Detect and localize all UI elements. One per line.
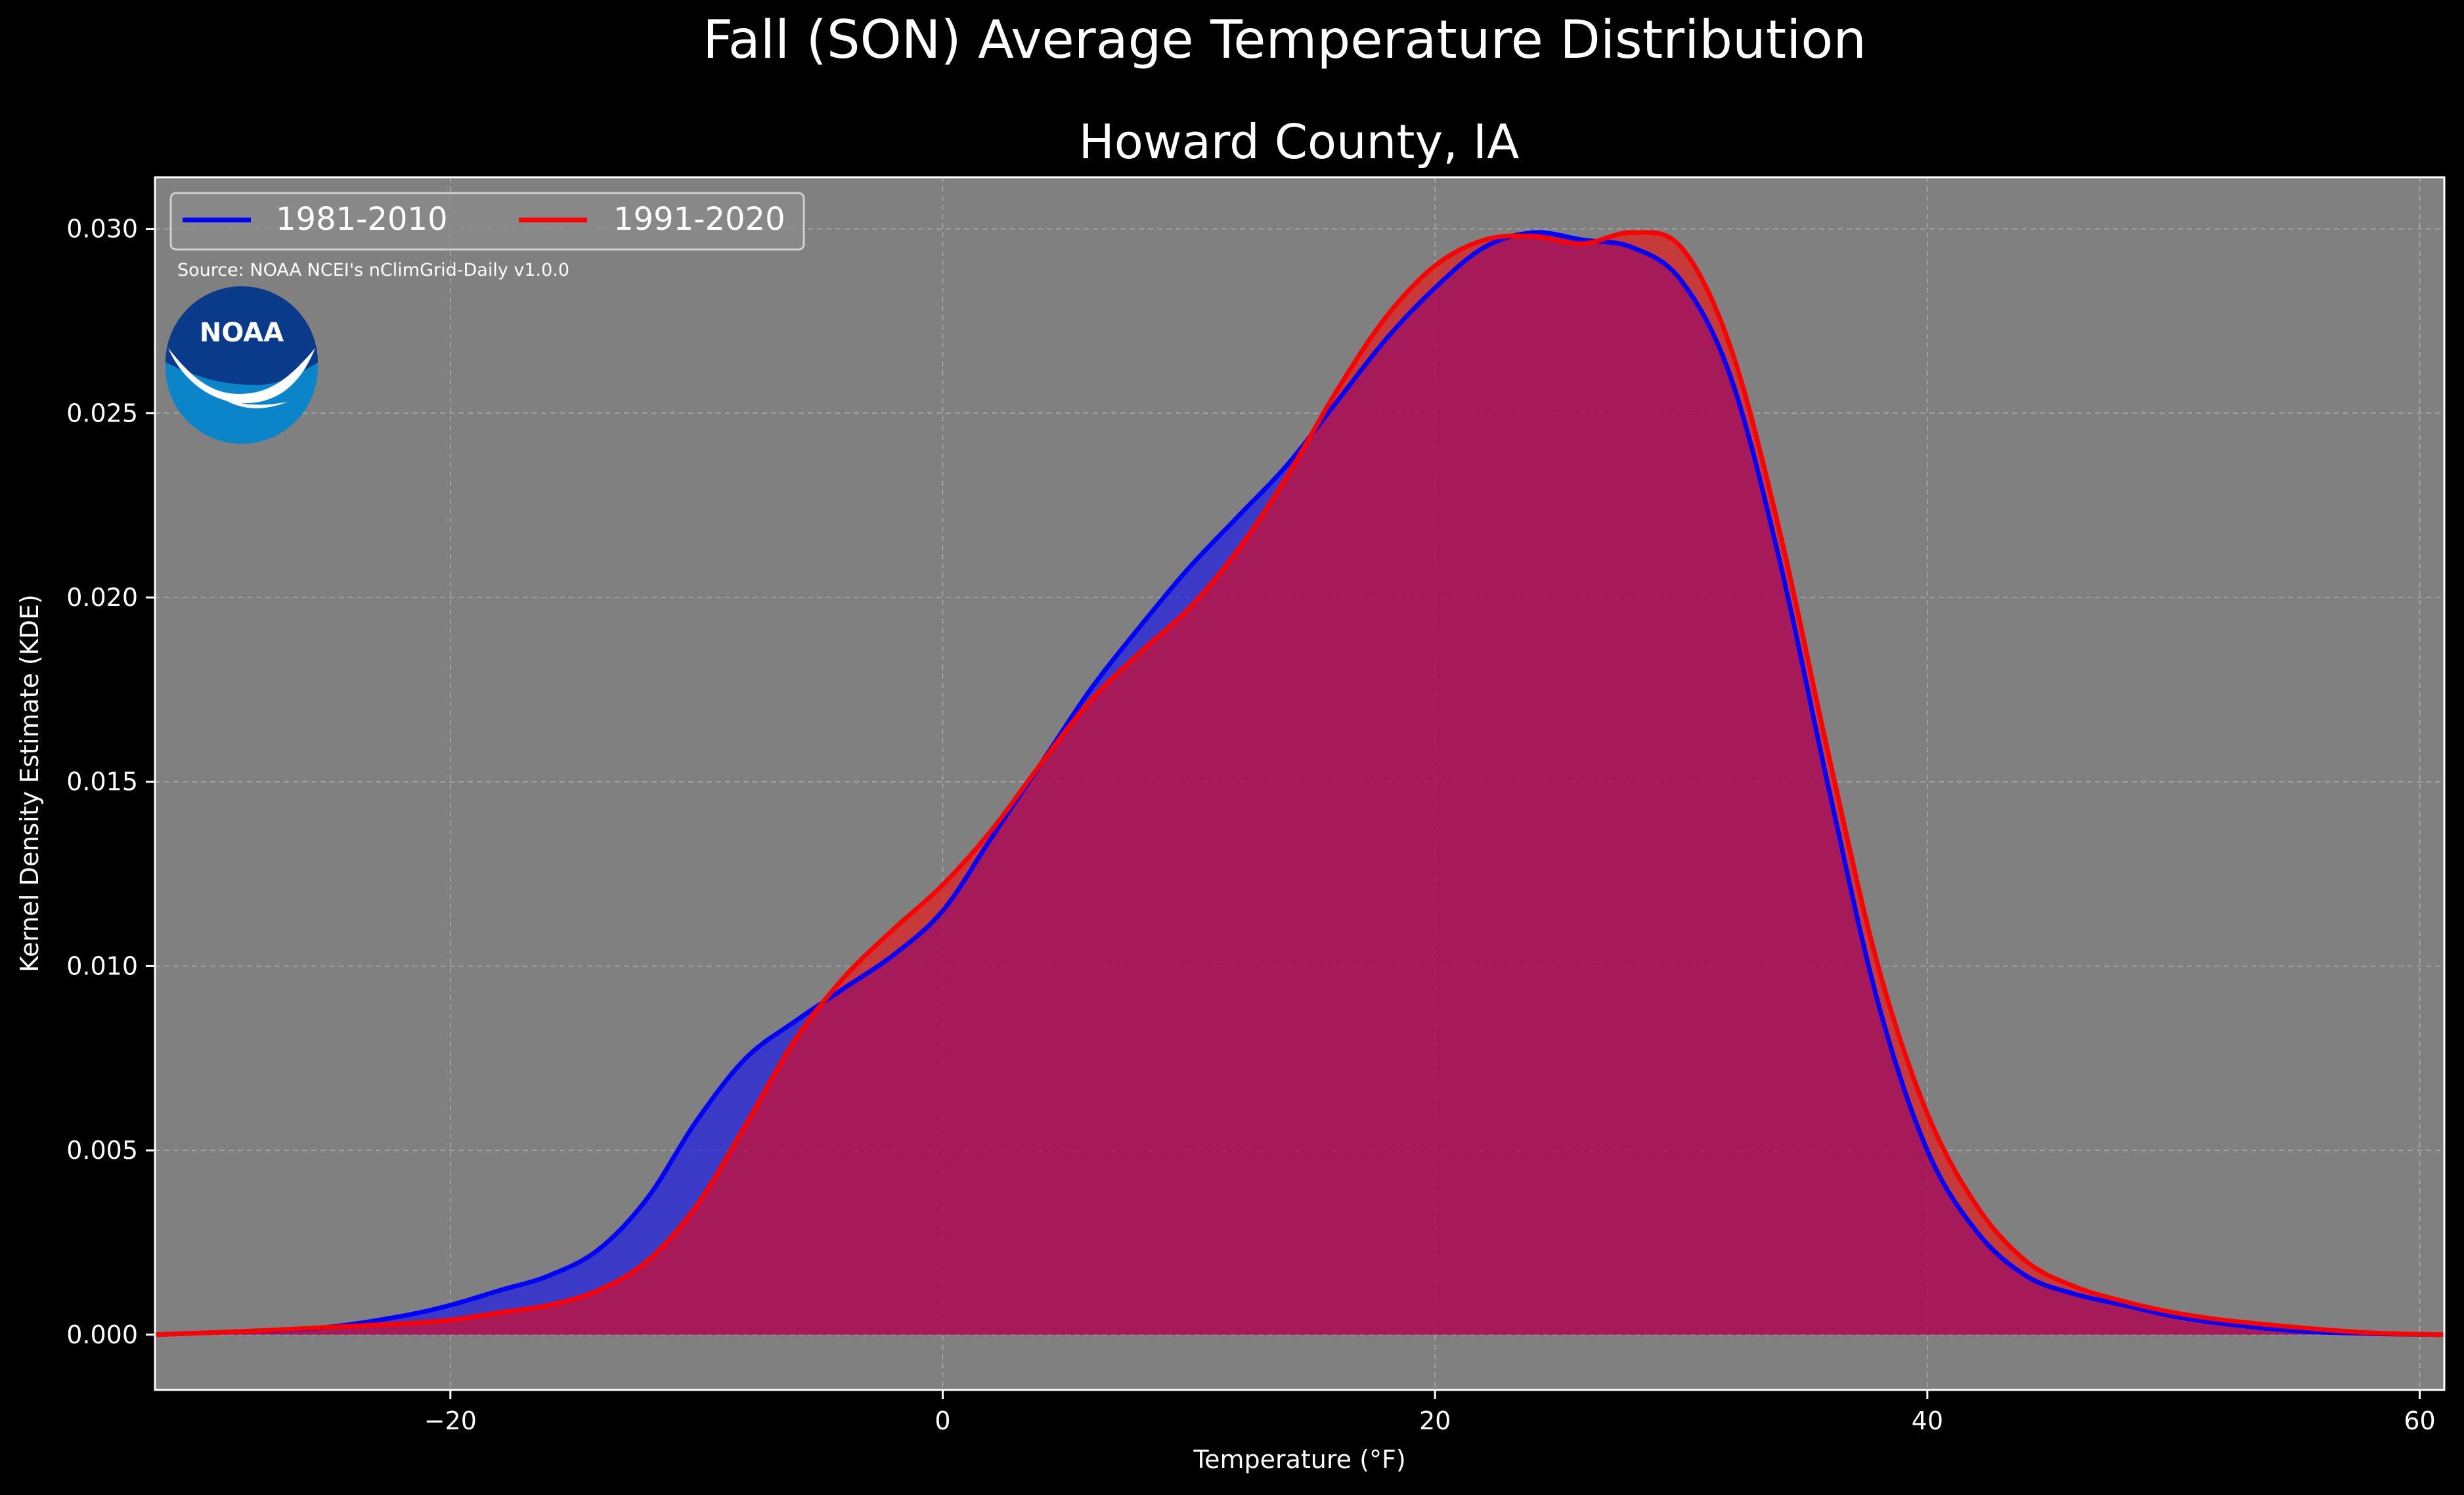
x-tick-label: −20 [424, 1406, 477, 1435]
y-tick-label: 0.025 [66, 399, 138, 427]
density-line-1991-2020 [155, 230, 2444, 1337]
noaa-logo-text: NOAA [200, 318, 284, 348]
y-axis-label: Kernel Density Estimate (KDE) [15, 594, 44, 972]
y-tick-label: 0.000 [66, 1320, 138, 1349]
legend: 1981-2010 1991-2020 [169, 192, 805, 251]
y-tick-label: 0.015 [66, 768, 138, 796]
density-area-1991-2020 [155, 232, 2444, 1335]
source-annotation: Source: NOAA NCEI's nClimGrid-Daily v1.0… [177, 260, 569, 280]
x-axis-label: Temperature (°F) [1193, 1445, 1405, 1474]
y-tick-label: 0.010 [66, 951, 138, 980]
legend-box [169, 192, 805, 251]
y-tick-label: 0.030 [66, 215, 138, 244]
density-areas [155, 232, 2444, 1335]
chart-title: Fall (SON) Average Temperature Distribut… [703, 9, 1866, 70]
x-tick-label: 20 [1419, 1406, 1451, 1435]
y-axis: 0.000 0.005 0.010 0.015 0.020 0.025 0.030 [66, 215, 155, 1349]
legend-label-1981-2010: 1981-2010 [276, 201, 448, 238]
y-tick-label: 0.020 [66, 583, 138, 612]
density-lines [155, 230, 2444, 1337]
noaa-logo-icon: NOAA [165, 286, 318, 444]
x-axis: −20 0 20 40 60 [424, 1390, 2436, 1435]
x-tick-label: 0 [935, 1406, 950, 1435]
y-tick-label: 0.005 [66, 1136, 138, 1165]
plot-frame [154, 176, 2446, 1391]
x-tick-label: 60 [2404, 1406, 2435, 1435]
legend-label-1991-2020: 1991-2020 [613, 201, 785, 238]
chart-subtitle: Howard County, IA [1079, 114, 1520, 169]
x-tick-label: 40 [1912, 1406, 1943, 1435]
density-line-1981-2010 [155, 230, 2444, 1337]
